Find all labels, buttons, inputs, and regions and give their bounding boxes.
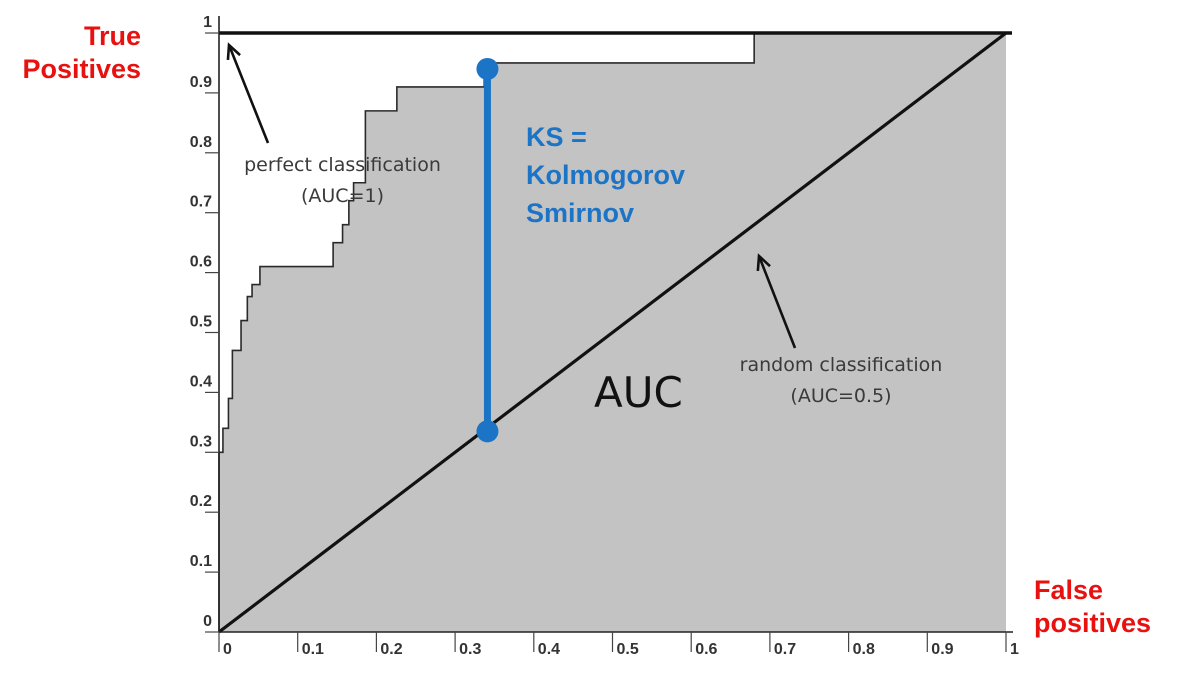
x-tick-label: 0 [223,641,232,658]
ks-annotation-line-1: KS = [526,122,587,152]
y-tick-label: 0.4 [190,373,212,390]
x-tick-label: 0.5 [617,641,639,658]
perfect-arrow-head [226,42,241,61]
x-tick-label: 0.1 [302,641,324,658]
axis-layer: 0 0.1 0.2 0.3 0.4 0.5 0.6 0.7 0.8 0.9 1 0 0.1 0.2 0.3 0… [190,14,1019,658]
random-classification-annotation: random classification (AUC=0.5) [726,350,956,412]
x-axis-label: False positives [1034,574,1151,640]
x-tick-label: 1 [1010,641,1019,658]
y-tick-label: 0.2 [190,493,212,510]
x-axis-label-line-1: False [1034,575,1104,605]
ks-annotation: KS = Kolmogorov Smirnov [526,118,685,232]
random-arrow-head [756,253,771,272]
auc-label: AUC [594,368,683,417]
random-classification-line [218,31,1007,634]
y-tick-label: 0.1 [190,553,212,570]
x-tick-label: 0.6 [695,641,717,658]
y-tick-label: 0.8 [190,134,212,151]
random-arrow-shaft [757,255,797,349]
y-tick-label: 0 [203,613,212,630]
x-tick-label: 0.9 [931,641,953,658]
perfect-annotation-line-1: perfect classification [244,154,441,176]
perfect-annotation-line-2: (AUC=1) [300,185,384,207]
ks-annotation-line-2: Kolmogorov [526,160,685,190]
y-axis-label: True Positives [22,20,141,86]
ks-annotation-line-3: Smirnov [526,198,635,228]
y-tick-label: 0.6 [190,254,212,271]
roc-curve-line [218,32,1006,632]
ks-bottom-point [476,420,499,443]
y-tick-label: 0.3 [190,433,212,450]
ks-top-point [476,57,499,80]
y-axis-label-line-1: True [83,21,141,51]
x-tick-label: 0.8 [853,641,875,658]
ks-layer [476,57,499,443]
x-tick-label: 0.7 [774,641,796,658]
x-tick-label: 0.3 [459,641,481,658]
perfect-classification-annotation: perfect classification (AUC=1) [230,150,455,212]
random-annotation-line-2: (AUC=0.5) [790,385,892,407]
arrow-layer [226,42,797,349]
y-tick-label: 0.9 [190,74,212,91]
y-axis-label-line-2: Positives [22,54,141,84]
perfect-arrow-shaft [227,44,270,144]
y-tick-label: 1 [203,14,212,31]
y-tick-label: 0.5 [190,314,212,331]
x-tick-label: 0.4 [538,641,560,658]
x-axis-label-line-2: positives [1034,608,1152,638]
curve-layer [218,31,1012,634]
y-tick-label: 0.7 [190,194,212,211]
random-annotation-line-1: random classification [739,354,943,376]
x-tick-label: 0.2 [380,641,402,658]
